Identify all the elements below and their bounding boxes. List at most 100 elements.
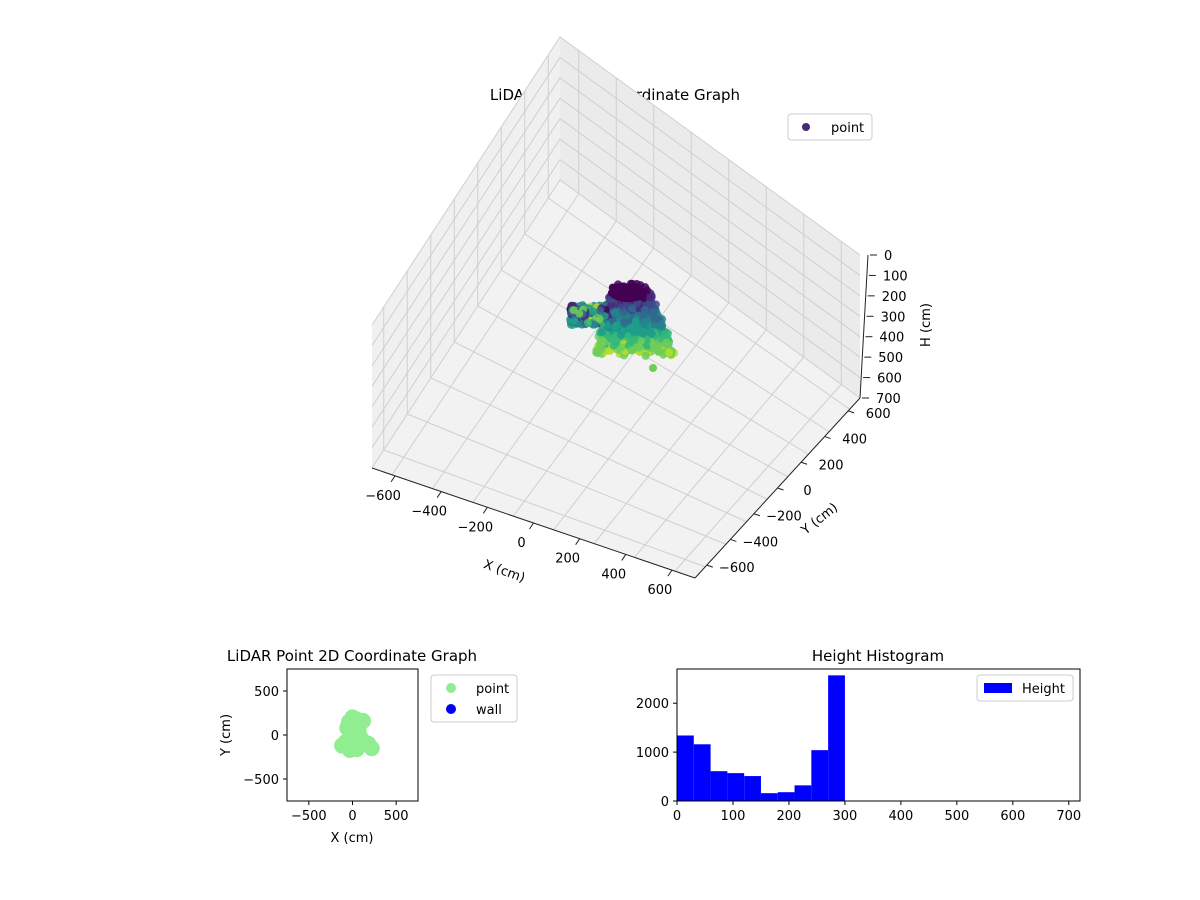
- histogram-bar: [777, 792, 795, 801]
- chart-3d-z-axis-line: [859, 254, 869, 399]
- chart-histogram: Height Histogram 0 100 200 300 400 500 600 7000…: [636, 647, 1081, 824]
- chart-3d-z-tick-label: 100: [883, 269, 908, 284]
- histogram-bar: [760, 793, 778, 801]
- chart-3d-y-tick: [824, 436, 831, 440]
- chart-3d-point: [627, 346, 636, 355]
- chart-3d-back-pane: [560, 37, 860, 398]
- histogram-x-tick-label: 300: [833, 809, 858, 824]
- histogram-title: Height Histogram: [812, 647, 944, 665]
- chart-3d-point-cloud: [566, 279, 679, 372]
- chart-3d-gridline-z: [371, 118, 861, 407]
- chart-2d-point: [343, 718, 360, 735]
- chart-3d-gridline-y: [430, 377, 747, 523]
- chart-3d-x-tick: [621, 554, 627, 561]
- chart-3d-point: [643, 315, 652, 324]
- chart-3d-z-tick-label: 300: [881, 310, 906, 325]
- chart-3d-point: [640, 305, 649, 314]
- chart-3d-x-tick: [390, 475, 396, 483]
- histogram-bar: [811, 750, 829, 801]
- chart-3d-z-tick-label: 200: [882, 290, 907, 305]
- chart-3d-gridline-z: [371, 158, 861, 448]
- chart-3d-y-tick: [730, 538, 737, 542]
- chart-2d-legend-label-wall: wall: [476, 703, 502, 718]
- chart-3d-point: [645, 299, 654, 308]
- chart-3d-point: [620, 318, 629, 327]
- chart-3d-z-tick-label: 0: [884, 249, 892, 264]
- histogram-bar: [710, 771, 728, 801]
- chart-3d-point: [612, 322, 620, 331]
- chart-2d-point: [360, 735, 377, 752]
- chart-2d-title: LiDAR Point 2D Coordinate Graph: [227, 647, 477, 665]
- histogram-x-tick-label: 100: [721, 809, 746, 824]
- chart-3d-legend-box: [787, 113, 873, 141]
- chart-3d-gridline-y: [500, 269, 809, 455]
- chart-3d-point: [589, 307, 598, 316]
- chart-3d-gridline-y: [454, 341, 768, 500]
- chart-3d-x-tick: [482, 507, 488, 514]
- chart-3d-x-tick-label: 600: [648, 583, 673, 598]
- chart-2d-point: [334, 737, 351, 754]
- chart-3d-x-tick-label: 200: [555, 552, 580, 567]
- chart-3d-gridline-x: [432, 220, 617, 489]
- histogram-y-tick-label: 0: [661, 795, 669, 810]
- chart-3d-z-tick-label: 400: [879, 331, 904, 346]
- chart-3d-point: [590, 320, 599, 329]
- chart-3d-point: [662, 338, 671, 347]
- chart-2d-x-tick-label: −500: [291, 809, 327, 824]
- chart-3d-y-tick-label: 200: [819, 458, 844, 473]
- chart-3d-gridline-z: [371, 56, 861, 346]
- histogram-legend: Height: [976, 674, 1074, 702]
- chart-3d-x-tick-label: 400: [601, 567, 626, 582]
- chart-3d-legend-label: point: [831, 121, 864, 136]
- chart-3d-ticks: −600−400−2000200400600−600−400−200020040…: [365, 249, 907, 598]
- histogram-frame: [676, 668, 1081, 802]
- chart-3d-x-tick: [529, 522, 534, 530]
- chart-2d-legend-label-point: point: [476, 682, 509, 697]
- chart-3d-point: [592, 348, 601, 357]
- chart-2d-y-tick-label: −500: [243, 773, 279, 788]
- chart-3d-point: [628, 326, 637, 335]
- chart-3d-gridline-x: [553, 302, 730, 531]
- histogram-bar: [693, 744, 711, 801]
- chart-3d-gridline-y: [383, 449, 706, 568]
- histogram-x-tick-label: 700: [1056, 809, 1081, 824]
- histogram-x-tick-label: 200: [777, 809, 802, 824]
- chart-3d-y-tick-label: 0: [803, 484, 811, 499]
- chart-3d-point: [631, 317, 640, 326]
- chart-3d-point: [619, 308, 628, 317]
- chart-2d-ticks: −500 0 500 −500 0 500: [243, 685, 408, 824]
- histogram-bar: [794, 785, 812, 801]
- histogram-bar: [828, 675, 845, 801]
- chart-3d-point: [628, 304, 637, 313]
- chart-3d-z-tick-label: 600: [877, 372, 902, 387]
- histogram-x-tick-label: 400: [888, 809, 913, 824]
- chart-3d-y-tick-label: 400: [842, 433, 867, 448]
- histogram-bar: [744, 776, 761, 801]
- chart-2d-xlabel: X (cm): [331, 831, 374, 846]
- chart-3d-legend: point: [787, 113, 873, 141]
- chart-3d-y-tick-label: −600: [719, 561, 755, 576]
- chart-3d-floor-pane: [372, 180, 860, 578]
- chart-3d-point: [649, 340, 658, 349]
- chart-3d-point: [623, 332, 632, 341]
- chart-3d-point: [610, 309, 619, 318]
- chart-3d-point: [617, 343, 626, 352]
- chart-3d-y-tick: [753, 513, 761, 517]
- chart-3d-y-tick: [800, 461, 808, 465]
- chart-3d-point: [599, 338, 608, 347]
- chart-2d-legend-marker-point: [446, 683, 456, 693]
- chart-3d-point: [646, 293, 654, 302]
- histogram-ticks: 0 100 200 300 400 500 600 700 0 1000 2000: [636, 697, 1081, 824]
- chart-3d-point: [653, 346, 662, 355]
- chart-3d-gridline-z: [371, 36, 861, 326]
- chart-3d-gridline-z: [371, 97, 861, 387]
- chart-3d-gridline-x: [391, 193, 580, 476]
- chart-2d-legend-marker-wall: [446, 704, 456, 714]
- chart-3d-gridline-y: [524, 233, 830, 433]
- chart-3d-left-pane: [372, 37, 560, 468]
- histogram-x-tick-label: 0: [673, 809, 681, 824]
- chart-2d: LiDAR Point 2D Coordinate Graph −500 0 500…: [219, 647, 518, 846]
- histogram-bar: [727, 773, 745, 801]
- chart-3d-gridline-x: [674, 384, 842, 572]
